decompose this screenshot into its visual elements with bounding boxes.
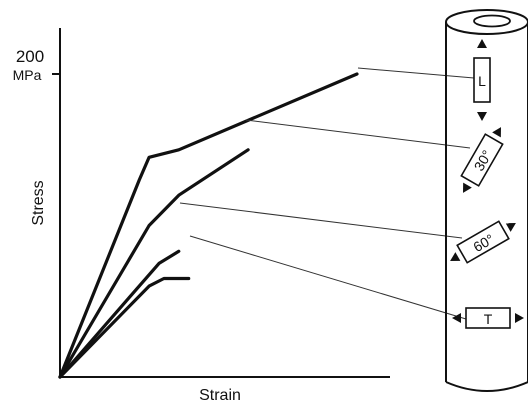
specimen-L-label: L — [478, 73, 486, 89]
y-tick-label-value: 200 — [16, 47, 44, 66]
specimen-L: L — [473, 39, 491, 121]
curve-30deg — [58, 148, 250, 379]
arrow-left-icon — [463, 182, 472, 193]
arrow-down-icon — [477, 112, 487, 121]
curve-60deg — [58, 249, 181, 379]
arrow-left-icon — [452, 313, 461, 323]
x-axis-label: Strain — [199, 387, 241, 404]
curve-L — [58, 72, 359, 379]
curve-T — [58, 276, 191, 379]
leader-L — [357, 67, 475, 79]
tube-bore — [473, 14, 511, 28]
arrow-right-icon — [492, 127, 501, 138]
specimen-T: T — [452, 307, 524, 329]
arrow-up-icon — [477, 39, 487, 48]
tube-illustration — [445, 9, 528, 392]
series-group — [58, 72, 359, 379]
y-tick-label-unit: MPa — [13, 67, 42, 83]
leader-T — [189, 235, 467, 320]
leader-30deg — [245, 119, 471, 149]
leader-60deg — [179, 202, 463, 239]
arrow-right-icon — [515, 313, 524, 323]
arrow-left-icon — [450, 252, 461, 261]
y-axis-label: Stress — [30, 180, 47, 225]
specimen-30deg: 30° — [460, 127, 504, 193]
specimen-60deg: 60° — [450, 220, 516, 264]
specimen-60deg-box — [456, 220, 510, 264]
specimen-T-box — [465, 307, 511, 329]
specimen-30deg-box — [460, 133, 504, 187]
tube-bottom-edge — [445, 381, 528, 392]
arrow-right-icon — [505, 223, 516, 232]
specimen-T-label: T — [484, 311, 493, 327]
specimen-L-box — [473, 57, 491, 103]
